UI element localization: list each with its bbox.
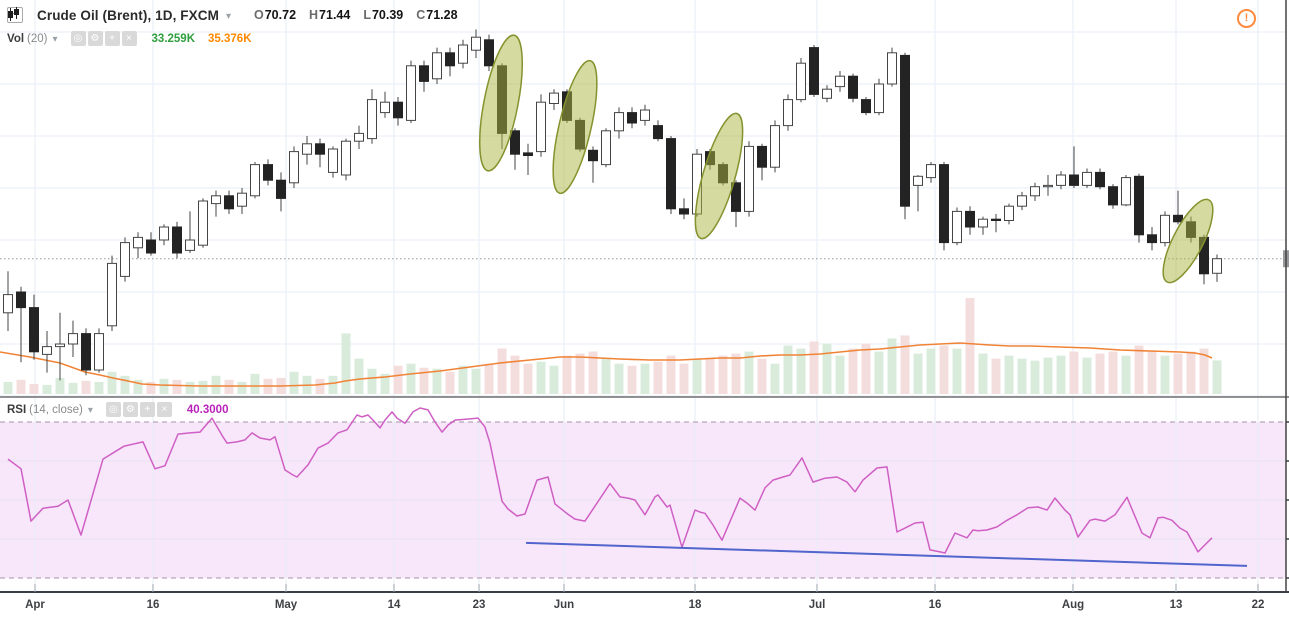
- symbol-title[interactable]: Crude Oil (Brent), 1D, FXCM: [37, 7, 219, 23]
- close-icon[interactable]: ×: [121, 31, 137, 46]
- x-axis-label: Aug: [1062, 599, 1084, 611]
- close-value: 71.28: [426, 8, 458, 22]
- indicator-toolbar: ◎ ⚙ + ×: [105, 402, 172, 417]
- visibility-icon[interactable]: ◎: [70, 31, 86, 46]
- x-axis-label: Jun: [554, 599, 574, 611]
- x-axis-label: 18: [689, 599, 702, 611]
- volume-indicator-header: Vol (20) ▾ ◎ ⚙ + × 33.259K 35.376K: [7, 31, 252, 46]
- low-label: L: [363, 8, 371, 22]
- visibility-icon[interactable]: ◎: [105, 402, 121, 417]
- settings-gear-icon[interactable]: ⚙: [122, 402, 138, 417]
- alert-exclamation-icon[interactable]: !: [1237, 9, 1256, 28]
- indicator-toolbar: ◎ ⚙ + ×: [70, 31, 137, 46]
- volume-value: 33.259K: [151, 32, 196, 45]
- add-icon[interactable]: +: [104, 31, 120, 46]
- x-axis-label: 16: [147, 599, 160, 611]
- x-axis-label: 16: [929, 599, 942, 611]
- settings-gear-icon[interactable]: ⚙: [87, 31, 103, 46]
- low-value: 70.39: [371, 8, 404, 22]
- add-icon[interactable]: +: [139, 402, 155, 417]
- rsi-value: 40.3000: [186, 403, 229, 416]
- chevron-down-icon[interactable]: ▾: [87, 405, 93, 416]
- chevron-down-icon[interactable]: ▾: [52, 34, 58, 45]
- x-axis-label: 22: [1252, 599, 1265, 611]
- x-axis-label: 13: [1170, 599, 1183, 611]
- volume-ma-value: 35.376K: [208, 32, 252, 45]
- open-value: 70.72: [264, 8, 297, 22]
- rsi-indicator-label[interactable]: RSI (14, close): [7, 403, 83, 416]
- x-axis-label: Jul: [809, 599, 826, 611]
- x-axis-label: 23: [473, 599, 486, 611]
- chevron-down-icon[interactable]: ▾: [225, 10, 231, 22]
- rsi-indicator-header: RSI (14, close) ▾ ◎ ⚙ + × 40.3000: [7, 402, 228, 417]
- x-axis-label: 14: [388, 599, 401, 611]
- close-icon[interactable]: ×: [156, 402, 172, 417]
- high-label: H: [309, 8, 319, 22]
- ohlc-values: O 70.72 H 71.44 L 70.39 C 71.28: [254, 8, 458, 22]
- open-label: O: [254, 8, 264, 22]
- symbol-header: − Crude Oil (Brent), 1D, FXCM ▾ O70.72 H…: [7, 7, 458, 23]
- volume-indicator-label[interactable]: Vol (20): [7, 32, 48, 45]
- x-axis-label: May: [275, 599, 298, 611]
- close-label: C: [416, 8, 426, 22]
- high-value: 71.44: [319, 8, 351, 22]
- x-axis-label: Apr: [25, 599, 45, 611]
